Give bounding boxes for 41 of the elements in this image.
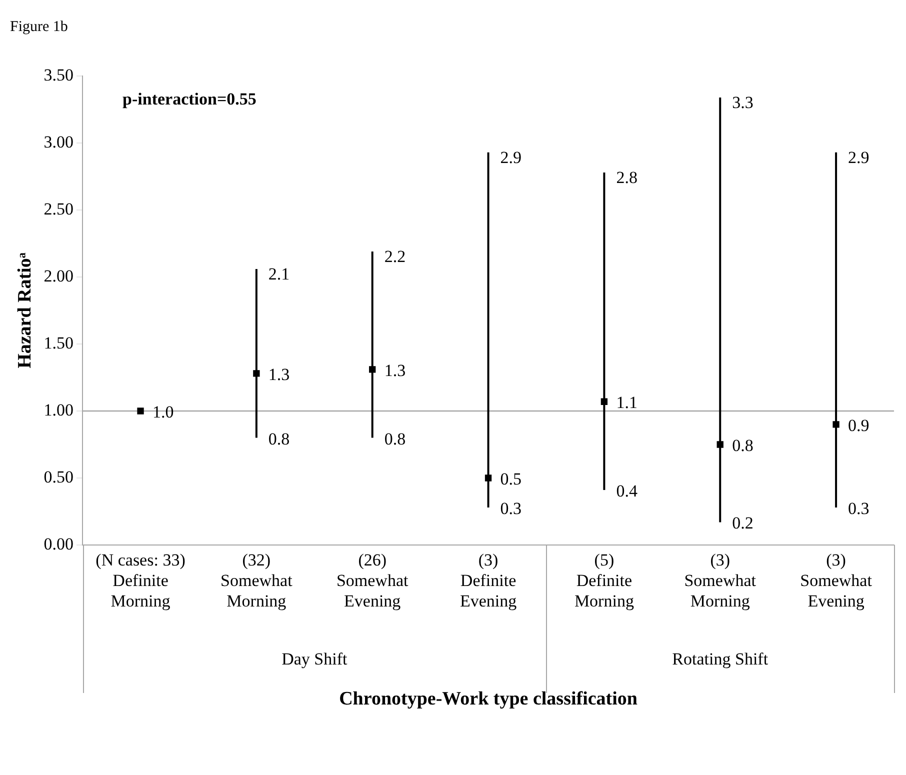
- annotation: 2.1: [268, 264, 290, 284]
- point: [137, 408, 144, 414]
- annotation: 2.2: [384, 247, 406, 266]
- annotation: 0.2: [732, 514, 754, 533]
- chart-title: Figure 1b: [10, 18, 68, 35]
- data-label: 1.0: [152, 402, 174, 422]
- y-tick-label: 1.50: [44, 333, 74, 352]
- y-tick-label: 2.50: [44, 199, 74, 218]
- x-tick-label: (N cases: 33) Definite Morning: [96, 550, 186, 610]
- y-tick-label: 0.00: [44, 534, 74, 554]
- y-tick-label: 2.00: [44, 266, 74, 286]
- y-tick-label: 3.50: [44, 65, 74, 84]
- annotation: 0.3: [848, 498, 870, 518]
- x-tick-label: (5) Definite Morning: [574, 550, 634, 610]
- text: Rotating Shift: [672, 649, 768, 668]
- x-tick-label: (3) Somewhat Morning: [684, 550, 756, 610]
- annotation: 2.9: [848, 148, 870, 167]
- y-axis-title: Hazard Ratioᵃ: [14, 252, 36, 368]
- x-tick-label: (26) Somewhat Evening: [336, 550, 409, 610]
- data-label: 0.9: [848, 416, 870, 435]
- x-axis-title: Chronotype-Work type classification: [339, 688, 638, 710]
- annotation: 2.9: [500, 148, 522, 167]
- data-label: 0.8: [732, 436, 754, 455]
- annotation: 3.3: [732, 92, 754, 112]
- annotation: 0.8: [384, 429, 406, 448]
- annotation: p-interaction=0.55: [122, 89, 256, 108]
- x-tick-label: (3) Somewhat Evening: [800, 550, 872, 610]
- y-tick-label: 0.50: [44, 467, 74, 486]
- annotation: 2.8: [616, 168, 638, 187]
- annotation: 0.4: [616, 482, 638, 501]
- data-label: 0.5: [500, 469, 522, 488]
- x-tick-label: (3) Definite Evening: [460, 550, 518, 610]
- text: Day Shift: [282, 649, 348, 668]
- data-label: 1.3: [384, 360, 406, 380]
- data-label: 1.1: [616, 393, 638, 412]
- y-tick-label: 1.00: [44, 400, 74, 420]
- annotation: 0.3: [500, 498, 522, 518]
- data-label: 1.3: [268, 364, 290, 384]
- x-tick-label: (32) Somewhat Morning: [220, 550, 293, 610]
- annotation: 0.8: [268, 429, 290, 448]
- y-tick-label: 3.00: [44, 132, 74, 152]
